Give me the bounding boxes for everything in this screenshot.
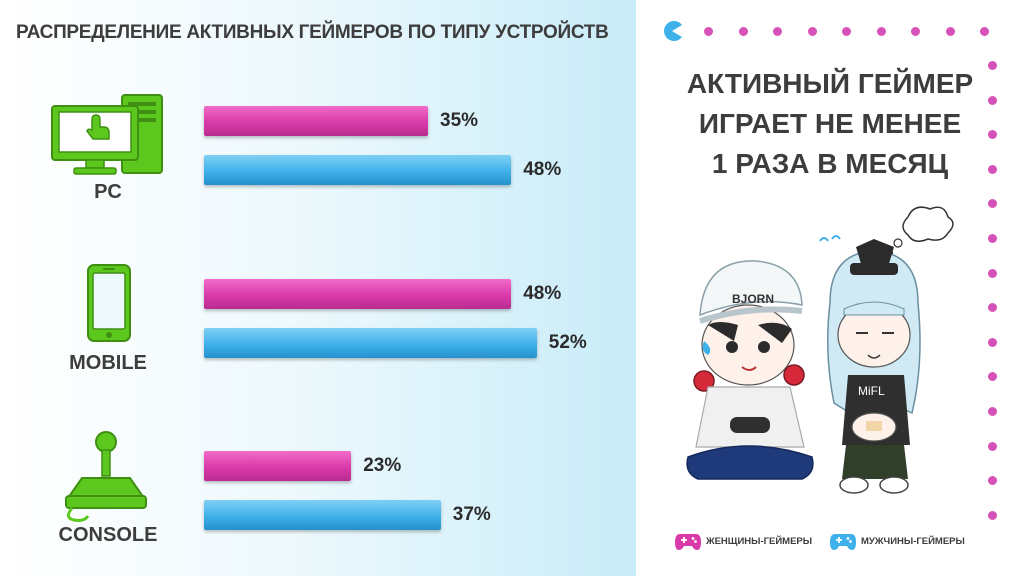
- decor-dot: [988, 303, 997, 312]
- decor-dot: [988, 407, 997, 416]
- decor-dot: [988, 269, 997, 278]
- decor-dot: [773, 27, 782, 36]
- legend-label-male: МУЖЧИНЫ-ГЕЙМЕРЫ: [861, 535, 965, 547]
- shirt-text: MiFL: [858, 384, 885, 398]
- decor-dot: [980, 27, 989, 36]
- decor-dot: [988, 61, 997, 70]
- decor-dot: [988, 372, 997, 381]
- console-joystick-icon: [65, 431, 147, 522]
- category-label-mobile: MOBILE: [69, 352, 147, 374]
- decor-dot: [988, 96, 997, 105]
- chart-panel: РАСПРЕДЕЛЕНИЕ АКТИВНЫХ ГЕЙМЕРОВ ПО ТИПУ …: [0, 0, 636, 576]
- bar-console-female: [204, 451, 352, 481]
- decor-dot: [877, 27, 886, 36]
- decor-dot: [988, 199, 997, 208]
- category-label-console: CONSOLE: [58, 524, 158, 546]
- gamepad-icon: [675, 534, 701, 550]
- pacman-icon: [664, 21, 682, 41]
- legend-label-female: ЖЕНЩИНЫ-ГЕЙМЕРЫ: [706, 535, 813, 547]
- headline: АКТИВНЫЙ ГЕЙМЕР ИГРАЕТ НЕ МЕНЕЕ 1 РАЗА В…: [680, 64, 980, 184]
- value-label-console-male: 37%: [452, 504, 491, 525]
- decor-dot: [808, 27, 817, 36]
- decor-dot: [988, 511, 997, 520]
- decor-dot: [704, 27, 713, 36]
- decor-dot: [988, 130, 997, 139]
- value-label-pc-female: 35%: [440, 110, 479, 131]
- bar-mobile-male: [204, 328, 537, 358]
- value-label-mobile-male: 52%: [548, 332, 587, 353]
- gamers-illustration: MiFL BJORN: [686, 206, 954, 494]
- cap-text: BJORN: [732, 292, 774, 306]
- legend-item-male: МУЖЧИНЫ-ГЕЙМЕРЫ: [830, 532, 965, 550]
- decor-dot: [842, 27, 851, 36]
- value-label-console-female: 23%: [363, 455, 402, 476]
- bar-console-male: [204, 500, 441, 530]
- chart-title: РАСПРЕДЕЛЕНИЕ АКТИВНЫХ ГЕЙМЕРОВ ПО ТИПУ …: [16, 22, 609, 43]
- gamepad-icon: [830, 534, 856, 550]
- decor-dot: [988, 165, 997, 174]
- mobile-icon: [87, 264, 131, 342]
- bar-mobile-female: [204, 279, 512, 309]
- legend-item-female: ЖЕНЩИНЫ-ГЕЙМЕРЫ: [675, 532, 812, 550]
- decor-dot: [988, 338, 997, 347]
- headline-line-2: ИГРАЕТ НЕ МЕНЕЕ: [698, 108, 962, 139]
- headline-line-1: АКТИВНЫЙ ГЕЙМЕР: [686, 68, 974, 99]
- value-label-pc-male: 48%: [523, 159, 562, 180]
- decor-dot: [988, 476, 997, 485]
- value-label-mobile-female: 48%: [523, 283, 562, 304]
- category-label-pc: PC: [94, 181, 122, 203]
- headline-line-3: 1 РАЗА В МЕСЯЦ: [711, 148, 949, 179]
- bar-pc-male: [204, 155, 512, 185]
- decor-dot: [988, 234, 997, 243]
- decor-dot: [988, 442, 997, 451]
- pc-icon: [51, 94, 163, 175]
- decor-dot: [739, 27, 748, 36]
- decor-dot: [946, 27, 955, 36]
- bar-pc-female: [204, 106, 428, 136]
- decor-dot: [911, 27, 920, 36]
